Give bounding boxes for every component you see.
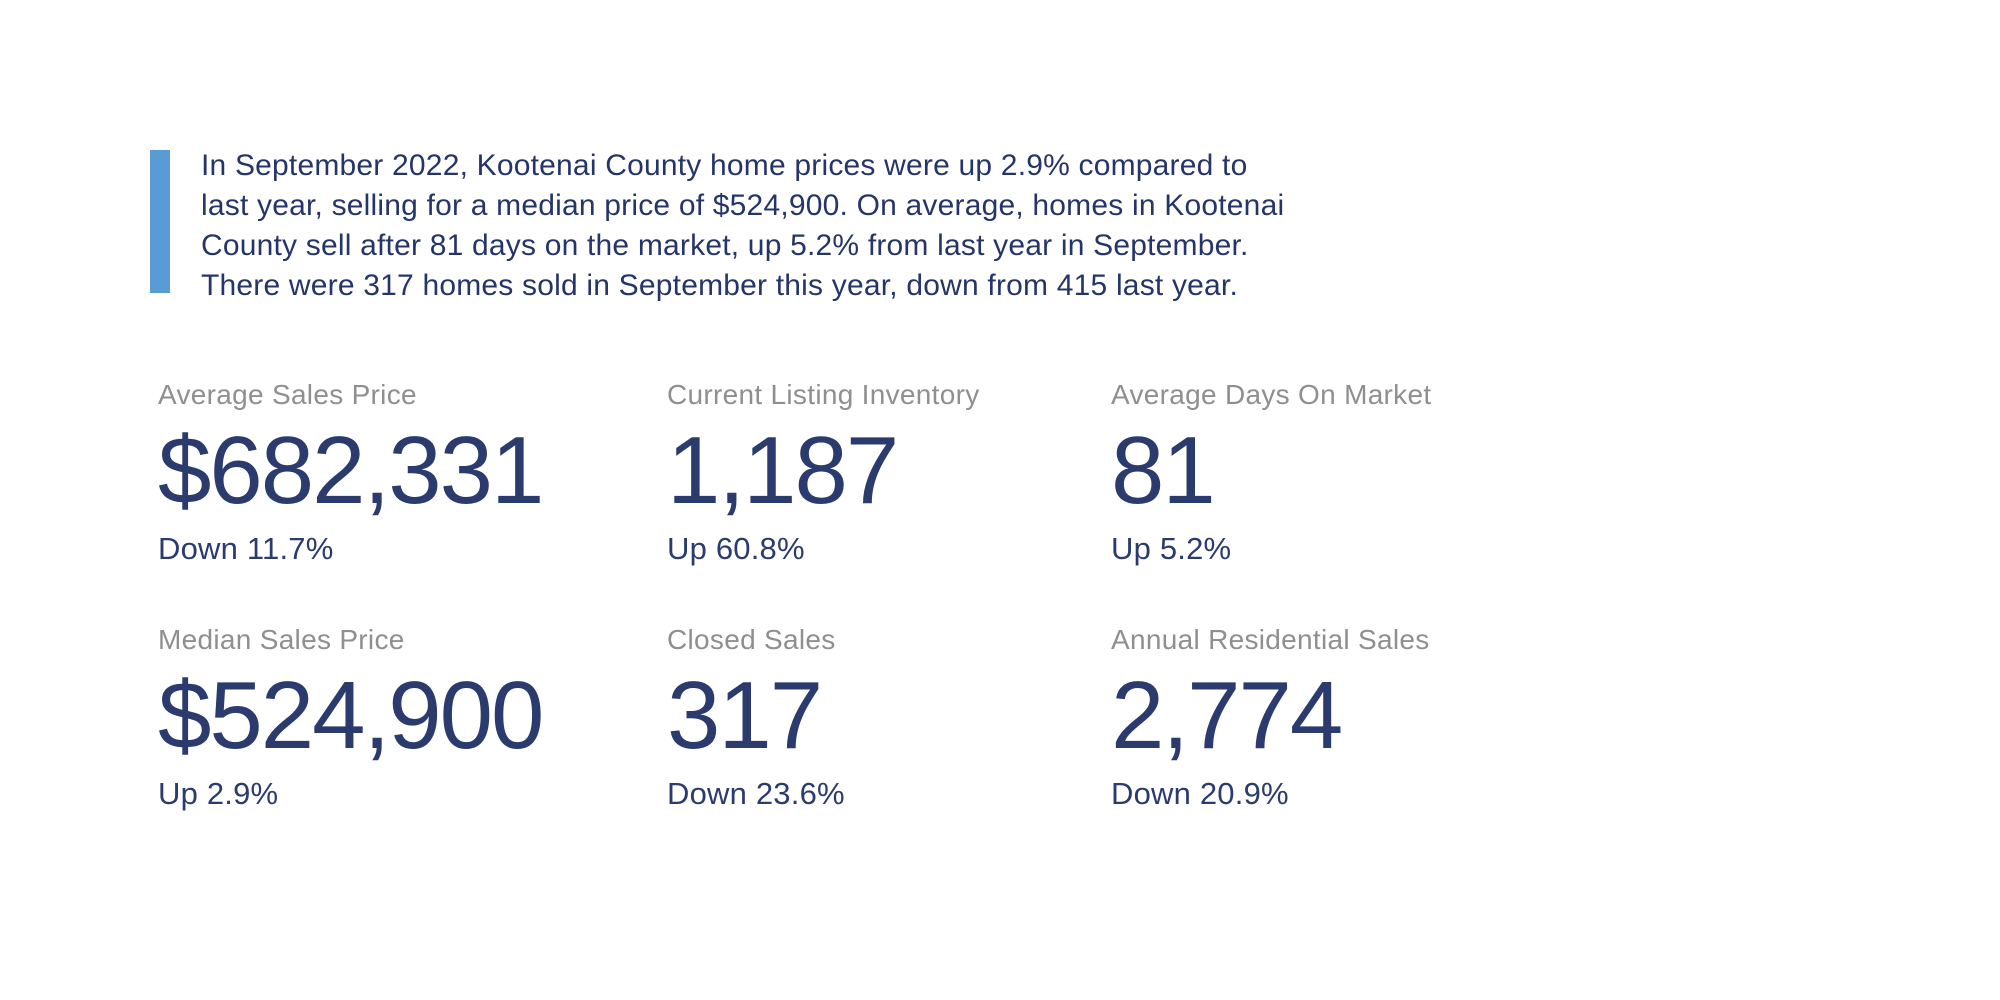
stat-value: 81 — [1111, 417, 1216, 524]
stat-card-closed-sales: Closed Sales 317 Down 23.6% — [667, 623, 1111, 813]
market-summary-text: In September 2022, Kootenai County home … — [201, 149, 1285, 302]
stat-card-annual-residential-sales: Annual Residential Sales 2,774 Down 20.9… — [1111, 623, 1431, 813]
market-summary-quote: In September 2022, Kootenai County home … — [150, 146, 1284, 306]
quote-accent-bar — [150, 150, 170, 293]
stats-grid: Average Sales Price $682,331 Down 11.7% … — [158, 378, 1431, 813]
stat-label: Closed Sales — [667, 624, 836, 655]
stat-value: 2,774 — [1111, 662, 1343, 769]
stat-card-average-sales-price: Average Sales Price $682,331 Down 11.7% — [158, 378, 667, 568]
stat-change: Up 5.2% — [1111, 531, 1232, 566]
stat-label: Average Days On Market — [1111, 379, 1432, 410]
stat-card-median-sales-price: Median Sales Price $524,900 Up 2.9% — [158, 623, 667, 813]
stat-label: Median Sales Price — [158, 624, 405, 655]
stat-change: Up 60.8% — [667, 531, 805, 566]
stat-change: Up 2.9% — [158, 776, 279, 811]
stat-value: $524,900 — [158, 662, 544, 769]
stat-card-current-listing-inventory: Current Listing Inventory 1,187 Up 60.8% — [667, 378, 1111, 568]
stat-change: Down 20.9% — [1111, 776, 1289, 811]
stat-label: Average Sales Price — [158, 379, 417, 410]
stat-card-average-days-on-market: Average Days On Market 81 Up 5.2% — [1111, 378, 1431, 568]
stat-value: 1,187 — [667, 417, 899, 524]
stat-label: Annual Residential Sales — [1111, 624, 1430, 655]
stat-change: Down 11.7% — [158, 531, 334, 566]
stat-change: Down 23.6% — [667, 776, 845, 811]
stat-label: Current Listing Inventory — [667, 379, 980, 410]
stat-value: 317 — [667, 662, 823, 769]
stat-value: $682,331 — [158, 417, 544, 524]
